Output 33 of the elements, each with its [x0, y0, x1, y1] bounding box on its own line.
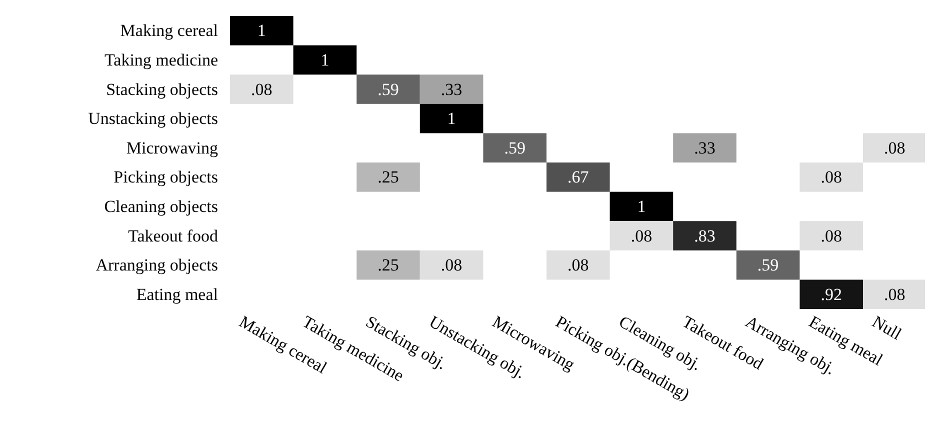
y-tick-label: Unstacking objects: [88, 109, 218, 128]
data-label: .25: [378, 168, 399, 187]
data-label: .08: [440, 256, 462, 275]
data-label: .59: [378, 80, 399, 99]
data-label: .33: [440, 80, 462, 99]
y-tick-label: Stacking objects: [106, 80, 218, 99]
data-label: .08: [568, 256, 589, 275]
y-tick-label: Arranging objects: [96, 256, 218, 275]
data-label: .08: [884, 284, 906, 304]
data-label: 1: [320, 50, 330, 70]
y-tick-label: Picking objects: [114, 168, 218, 187]
y-tick-label: Microwaving: [126, 138, 218, 158]
data-label: 1: [447, 109, 456, 128]
y-tick-label: Making cereal: [120, 21, 218, 40]
data-label: .08: [884, 138, 906, 158]
y-tick-label: Takeout food: [128, 226, 218, 246]
data-label: .08: [630, 226, 652, 246]
data-label: .08: [820, 168, 842, 187]
x-tick-label: Null: [869, 312, 905, 344]
data-label: .59: [504, 138, 526, 158]
data-label: .33: [694, 138, 716, 158]
data-label: .08: [251, 80, 272, 99]
data-label: .25: [378, 256, 399, 275]
data-label: .83: [694, 226, 716, 246]
y-tick-label: Taking medicine: [104, 50, 218, 70]
data-label: .59: [757, 256, 779, 275]
y-tick-label: Eating meal: [136, 284, 218, 304]
data-label: .08: [820, 226, 842, 246]
data-label: 1: [637, 196, 646, 216]
data-label: 1: [257, 21, 266, 40]
y-tick-label: Cleaning objects: [104, 196, 218, 216]
data-label: .92: [820, 284, 842, 304]
data-label: .67: [568, 168, 590, 187]
